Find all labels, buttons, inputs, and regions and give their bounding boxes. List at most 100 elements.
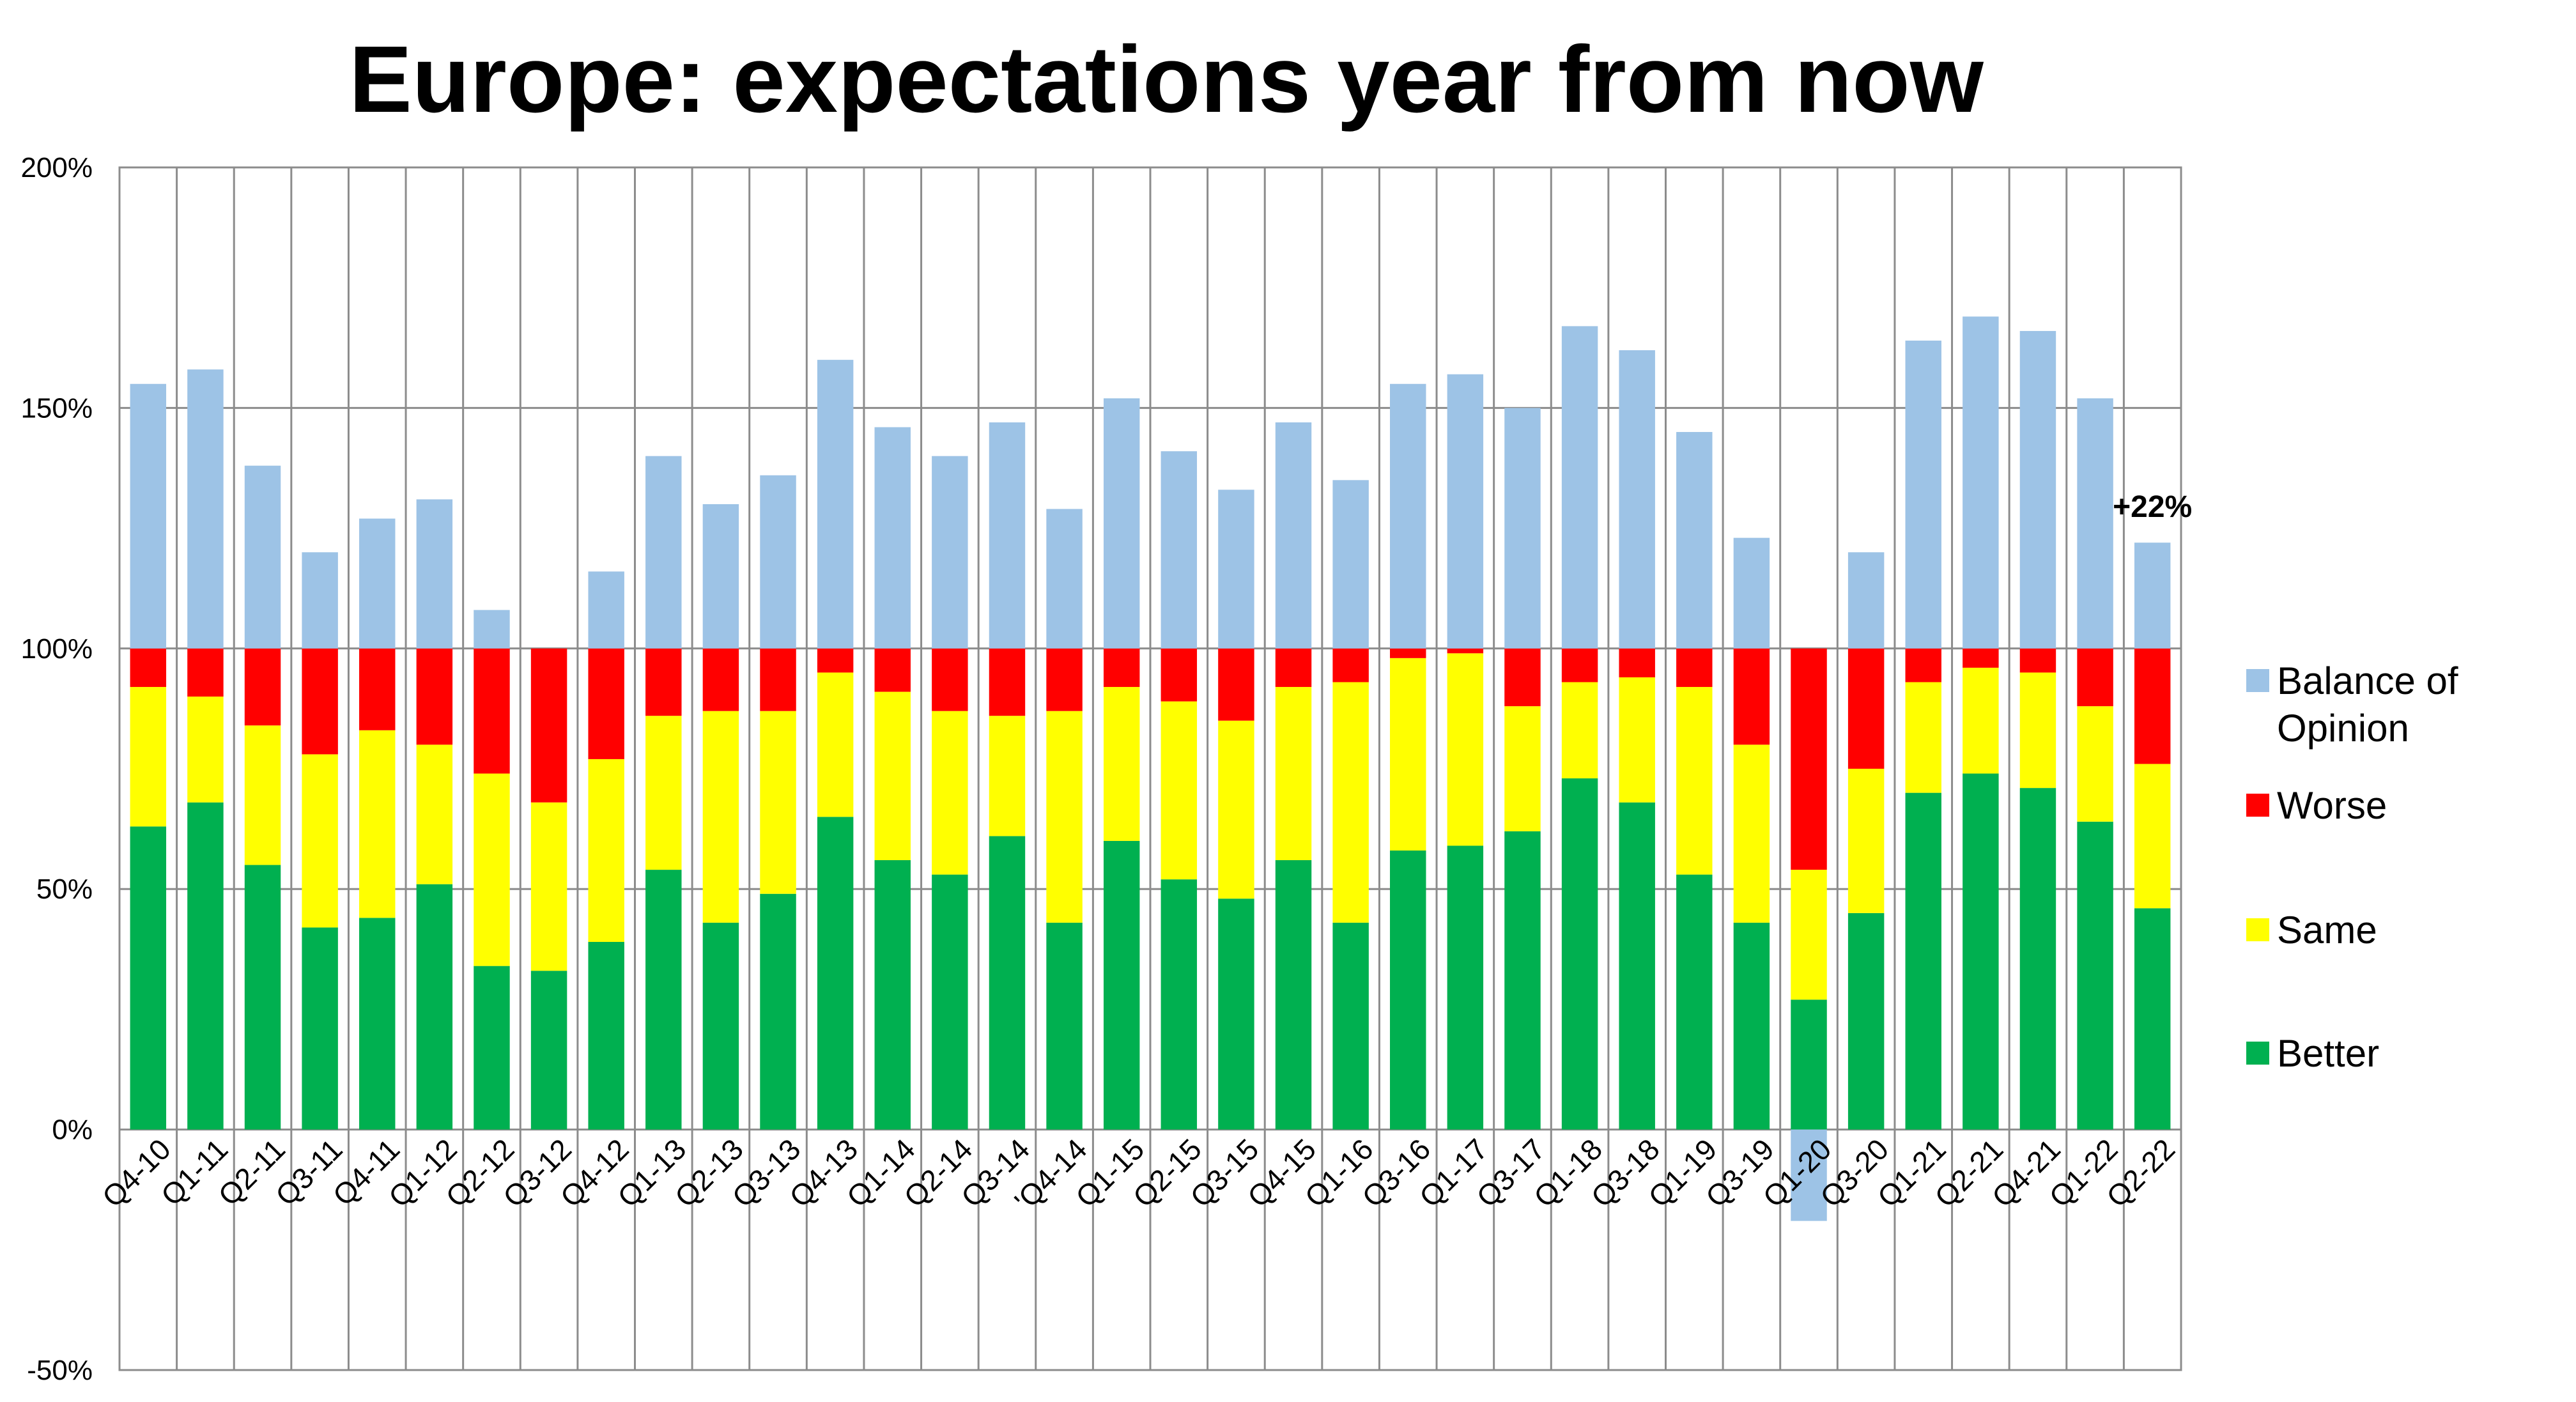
bar-balance-of-opinion [2019, 330, 2056, 649]
bar-same [416, 744, 453, 884]
bar-worse [1619, 648, 1655, 677]
bar-better [760, 893, 796, 1130]
bar-worse [1963, 648, 1999, 668]
bar-worse [760, 648, 796, 711]
bar-same [474, 773, 510, 966]
bar-same [1847, 769, 1885, 913]
bar-worse [989, 648, 1026, 716]
bar-better [1676, 874, 1713, 1130]
bar-worse [645, 648, 682, 716]
bar-worse [817, 648, 854, 673]
bar-better [817, 817, 854, 1130]
bar-balance-of-opinion [1733, 537, 1770, 649]
y-tick-label: 50% [36, 874, 93, 905]
bar-balance-of-opinion [244, 465, 281, 649]
bar-balance-of-opinion [1161, 451, 1198, 649]
bar-worse [530, 648, 567, 803]
bar-worse [187, 648, 224, 697]
bar-better [1905, 792, 1941, 1130]
bar-same [1676, 687, 1713, 875]
bar-balance-of-opinion [359, 518, 396, 649]
bar-balance-of-opinion [1963, 316, 1999, 649]
bar-worse [1332, 648, 1369, 682]
bar-worse [1504, 648, 1541, 707]
bar-better [530, 971, 567, 1130]
legend-label: Worse [2277, 784, 2387, 827]
bar-balance-of-opinion [760, 475, 796, 649]
bar-balance-of-opinion [1046, 509, 1083, 649]
bar-same [1103, 687, 1140, 841]
bar-balance-of-opinion [1390, 383, 1426, 649]
bar-same [2077, 706, 2113, 822]
bar-balance-of-opinion [989, 422, 1026, 649]
bar-worse [1676, 648, 1713, 688]
bar-same [1275, 687, 1312, 861]
bar-worse [1218, 648, 1254, 721]
bar-same [530, 802, 567, 971]
bar-balance-of-opinion [1847, 552, 1885, 649]
legend-label: Balance of Opinion [2277, 659, 2458, 750]
bar-worse [1275, 648, 1312, 688]
bar-balance-of-opinion [874, 427, 911, 649]
bar-balance-of-opinion [474, 610, 510, 649]
bar-same [1619, 677, 1655, 803]
bar-better [1847, 913, 1885, 1130]
y-tick-label: 100% [20, 633, 93, 665]
bar-worse [2077, 648, 2113, 707]
bar-better [302, 927, 338, 1130]
bar-worse [1847, 648, 1885, 769]
bar-worse [1447, 648, 1484, 654]
bar-balance-of-opinion [702, 504, 739, 649]
bar-same [760, 711, 796, 894]
y-tick-label: 0% [52, 1114, 93, 1146]
bar-worse [1046, 648, 1083, 711]
bar-balance-of-opinion [1332, 480, 1369, 649]
legend-swatch [2246, 918, 2269, 941]
bar-worse [302, 648, 338, 755]
y-tick-label: -50% [27, 1355, 93, 1386]
bar-better [187, 802, 224, 1130]
bar-better [1275, 860, 1312, 1130]
bar-worse [1791, 648, 1827, 870]
bar-same [1733, 744, 1770, 923]
bar-better [474, 966, 510, 1130]
bar-same [817, 672, 854, 817]
bar-better [645, 870, 682, 1130]
bar-better [416, 884, 453, 1130]
y-tick-label: 150% [20, 392, 93, 424]
bar-worse [359, 648, 396, 730]
bar-better [1103, 840, 1140, 1130]
bar-same [702, 711, 739, 923]
bar-worse [244, 648, 281, 726]
bar-better [1791, 999, 1827, 1130]
bar-same [874, 691, 911, 861]
bar-same [1390, 658, 1426, 851]
bar-worse [1103, 648, 1140, 688]
legend-swatch [2246, 794, 2269, 817]
bar-worse [932, 648, 968, 711]
bar-same [1504, 706, 1541, 831]
bar-better [359, 918, 396, 1130]
bar-same [1046, 711, 1083, 923]
bar-worse [1390, 648, 1426, 658]
legend-label: Better [2277, 1032, 2379, 1075]
bar-better [244, 865, 281, 1130]
bar-balance-of-opinion [1676, 432, 1713, 649]
bar-better [1619, 802, 1655, 1130]
bar-same [1218, 720, 1254, 899]
bar-better [2019, 788, 2056, 1130]
bar-same [130, 687, 167, 827]
bar-better [1447, 845, 1484, 1130]
bar-worse [130, 648, 167, 688]
bar-same [359, 730, 396, 918]
bar-worse [702, 648, 739, 711]
bar-same [302, 754, 338, 928]
bar-balance-of-opinion [588, 571, 624, 649]
bar-balance-of-opinion [1275, 422, 1312, 649]
bar-worse [588, 648, 624, 759]
bar-better [874, 860, 911, 1130]
bar-balance-of-opinion [1561, 326, 1598, 649]
bar-worse [1905, 648, 1941, 682]
bar-same [1561, 682, 1598, 779]
